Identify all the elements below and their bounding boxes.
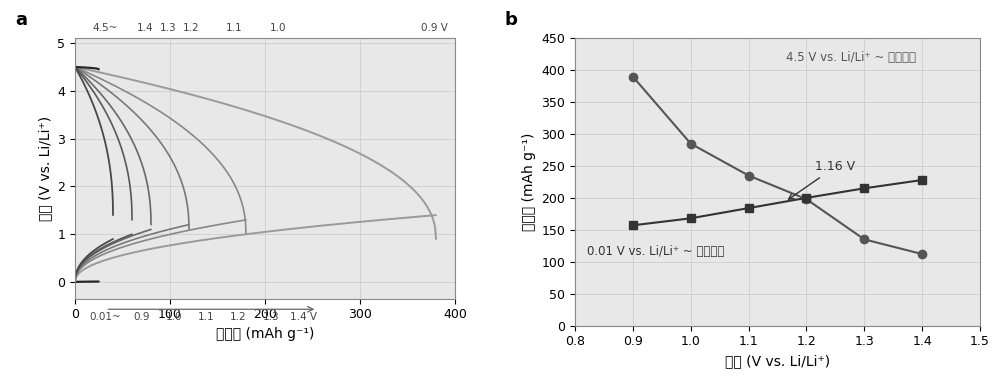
Text: 0.9 V: 0.9 V xyxy=(421,23,448,33)
Text: 1.0: 1.0 xyxy=(270,23,287,33)
Text: 1.2: 1.2 xyxy=(183,23,199,33)
Text: 0.01 V vs. Li/Li⁺ ~ 选定电位: 0.01 V vs. Li/Li⁺ ~ 选定电位 xyxy=(587,245,725,258)
Text: 1.2: 1.2 xyxy=(230,312,247,322)
Text: 1.4 V: 1.4 V xyxy=(290,312,316,322)
X-axis label: 比容量 (mAh g⁻¹): 比容量 (mAh g⁻¹) xyxy=(216,327,314,341)
X-axis label: 电位 (V vs. Li/Li⁺): 电位 (V vs. Li/Li⁺) xyxy=(725,354,830,368)
Text: 1.3: 1.3 xyxy=(262,312,279,322)
Text: 1.1: 1.1 xyxy=(226,23,243,33)
Text: 1.4: 1.4 xyxy=(137,23,154,33)
Text: 4.5 V vs. Li/Li⁺ ~ 选定电位: 4.5 V vs. Li/Li⁺ ~ 选定电位 xyxy=(786,51,916,64)
Text: b: b xyxy=(505,11,518,29)
Text: 0.9: 0.9 xyxy=(133,312,150,322)
Text: 1.3: 1.3 xyxy=(160,23,176,33)
Y-axis label: 电位 (V vs. Li/Li⁺): 电位 (V vs. Li/Li⁺) xyxy=(38,116,52,221)
Text: 0.01~: 0.01~ xyxy=(90,312,121,322)
Text: 4.5~: 4.5~ xyxy=(93,23,118,33)
Text: 1.16 V: 1.16 V xyxy=(789,160,855,199)
Text: a: a xyxy=(15,11,27,29)
Text: 1.0: 1.0 xyxy=(166,312,182,322)
Text: 1.1: 1.1 xyxy=(198,312,214,322)
Y-axis label: 比容量 (mAh g⁻¹): 比容量 (mAh g⁻¹) xyxy=(522,133,536,231)
